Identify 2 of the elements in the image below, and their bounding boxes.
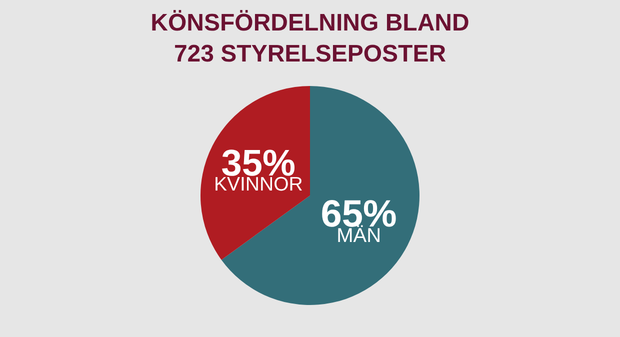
slice-label: MÄN xyxy=(336,225,382,248)
chart-title: KÖNSFÖRDELNING BLAND 723 STYRELSEPOSTER xyxy=(150,9,470,68)
